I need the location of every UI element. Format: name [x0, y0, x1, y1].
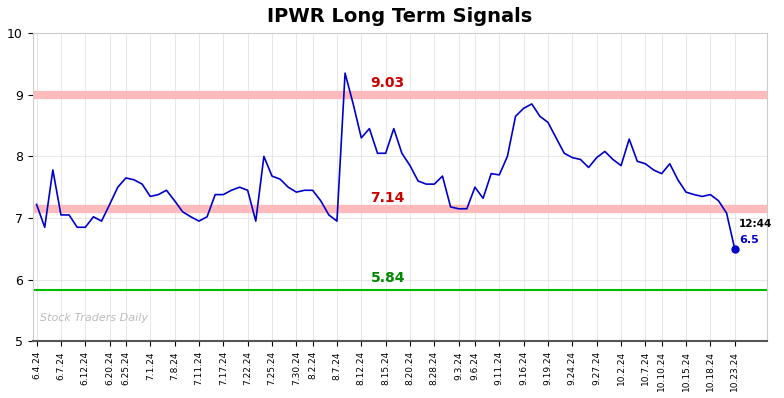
Text: Stock Traders Daily: Stock Traders Daily: [40, 313, 148, 323]
Text: 7.14: 7.14: [371, 191, 405, 205]
Text: 12:44: 12:44: [739, 219, 772, 229]
Text: 5.84: 5.84: [371, 271, 405, 285]
Text: 6.5: 6.5: [739, 235, 758, 245]
Title: IPWR Long Term Signals: IPWR Long Term Signals: [267, 7, 532, 26]
Text: 9.03: 9.03: [371, 76, 405, 90]
